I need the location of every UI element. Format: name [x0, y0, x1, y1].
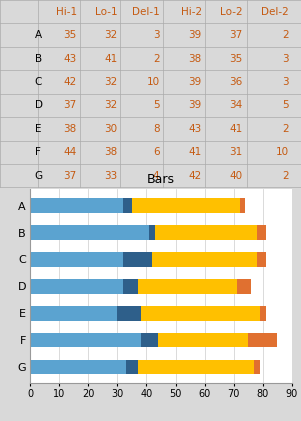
- Text: Hi-2: Hi-2: [181, 7, 202, 17]
- Bar: [152, 252, 257, 267]
- Text: 41: 41: [104, 53, 117, 64]
- Title: Bars: Bars: [147, 173, 175, 186]
- Text: 36: 36: [229, 77, 242, 87]
- Text: 3: 3: [153, 30, 160, 40]
- Text: Del-1: Del-1: [132, 7, 160, 17]
- Text: C: C: [35, 77, 42, 87]
- Text: 41: 41: [229, 124, 242, 134]
- Text: 42: 42: [64, 77, 77, 87]
- Text: Hi-1: Hi-1: [56, 7, 77, 17]
- Text: 10: 10: [146, 77, 160, 87]
- Bar: [30, 225, 149, 240]
- Text: Lo-2: Lo-2: [220, 7, 242, 17]
- Text: 38: 38: [188, 53, 202, 64]
- Text: 32: 32: [104, 100, 117, 110]
- Bar: [260, 306, 266, 320]
- Bar: [126, 360, 138, 374]
- Text: 38: 38: [104, 147, 117, 157]
- Text: 31: 31: [229, 147, 242, 157]
- Bar: [30, 333, 141, 347]
- Text: 37: 37: [64, 171, 77, 181]
- Text: 30: 30: [104, 124, 117, 134]
- Text: 33: 33: [104, 171, 117, 181]
- Bar: [149, 225, 155, 240]
- Text: 8: 8: [153, 124, 160, 134]
- Bar: [30, 279, 123, 294]
- Bar: [123, 252, 152, 267]
- Text: 38: 38: [64, 124, 77, 134]
- Bar: [155, 225, 257, 240]
- Bar: [30, 198, 123, 213]
- Text: 43: 43: [64, 53, 77, 64]
- Bar: [30, 360, 126, 374]
- Text: 6: 6: [153, 147, 160, 157]
- Bar: [254, 360, 260, 374]
- Text: Del-2: Del-2: [261, 7, 289, 17]
- Text: 2: 2: [282, 30, 289, 40]
- Bar: [257, 252, 266, 267]
- Text: 5: 5: [282, 100, 289, 110]
- Text: 5: 5: [153, 100, 160, 110]
- Text: 37: 37: [64, 100, 77, 110]
- Text: 40: 40: [229, 171, 242, 181]
- Bar: [240, 198, 245, 213]
- Text: B: B: [35, 53, 42, 64]
- Bar: [123, 279, 138, 294]
- Bar: [138, 360, 254, 374]
- Text: 35: 35: [229, 53, 242, 64]
- Text: 43: 43: [188, 124, 202, 134]
- Bar: [123, 198, 132, 213]
- Text: 34: 34: [229, 100, 242, 110]
- Bar: [158, 333, 248, 347]
- Text: 32: 32: [104, 30, 117, 40]
- Text: 39: 39: [188, 30, 202, 40]
- Text: 10: 10: [276, 147, 289, 157]
- Text: 39: 39: [188, 100, 202, 110]
- Bar: [117, 306, 141, 320]
- Bar: [132, 198, 240, 213]
- Text: 42: 42: [188, 171, 202, 181]
- Text: G: G: [35, 171, 43, 181]
- Text: 2: 2: [153, 53, 160, 64]
- Bar: [141, 333, 158, 347]
- Text: 3: 3: [282, 77, 289, 87]
- Text: 2: 2: [282, 171, 289, 181]
- Text: E: E: [35, 124, 41, 134]
- Bar: [138, 279, 237, 294]
- Text: 4: 4: [153, 171, 160, 181]
- Text: 3: 3: [282, 53, 289, 64]
- Text: D: D: [35, 100, 43, 110]
- Text: Lo-1: Lo-1: [95, 7, 117, 17]
- Text: 41: 41: [188, 147, 202, 157]
- Bar: [30, 252, 123, 267]
- Text: 39: 39: [188, 77, 202, 87]
- Text: 2: 2: [282, 124, 289, 134]
- Text: 37: 37: [229, 30, 242, 40]
- Text: 32: 32: [104, 77, 117, 87]
- Bar: [237, 279, 251, 294]
- Bar: [257, 225, 266, 240]
- Bar: [141, 306, 260, 320]
- Bar: [248, 333, 278, 347]
- Text: 44: 44: [64, 147, 77, 157]
- Text: 35: 35: [64, 30, 77, 40]
- Bar: [30, 306, 117, 320]
- Text: F: F: [35, 147, 41, 157]
- Text: A: A: [35, 30, 42, 40]
